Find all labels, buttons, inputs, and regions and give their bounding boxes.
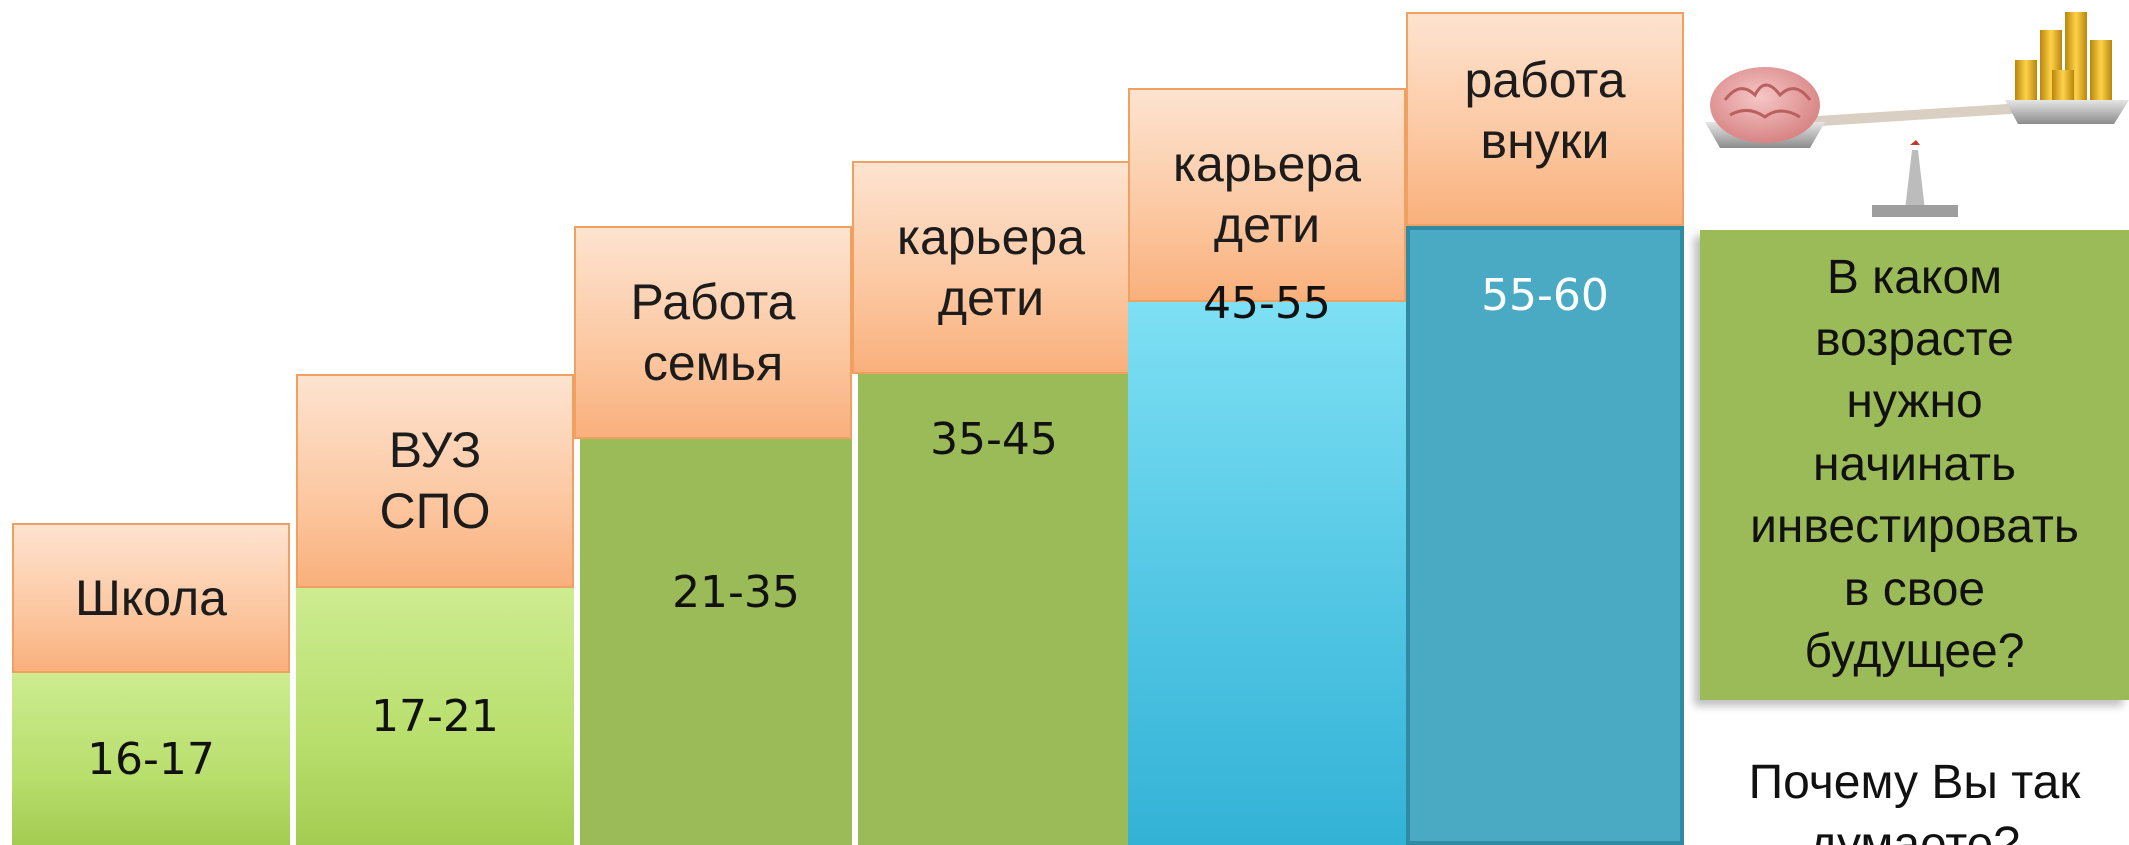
step-age: 45-55 [1128,278,1406,845]
right-plate [2005,100,2129,124]
step-label: карьера дети [1128,88,1406,302]
step-label-text: работа внуки [1464,52,1626,169]
step-age-text: 55-60 [1481,270,1609,321]
step-age-text: 17-21 [371,691,499,742]
step-age: 16-17 [12,673,290,845]
scale-pointer [1910,140,1920,145]
balance-scale-icon [1705,12,2129,217]
step-label-text: Работа семья [630,273,796,391]
step-age-text: 35-45 [930,414,1058,465]
brain-icon [1710,67,1820,143]
step-label: Школа [12,523,290,673]
step-age-text: 21-35 [672,566,800,618]
scale-stand [1905,150,1925,210]
step-age: 55-60 [1406,226,1684,845]
step-label: работа внуки [1406,12,1684,226]
question-box: В каком возрасте нужно начинать инвестир… [1700,230,2129,700]
step-label-text: Школа [75,569,227,626]
followup-text: Почему Вы так думаете? [1748,756,2081,845]
step-age: 21-35 [574,439,852,845]
scale-beam [1755,100,2072,130]
step-age: 35-45 [852,374,1130,845]
coin-stack-icon [2015,12,2112,100]
step-age-text: 45-55 [1203,278,1331,329]
step-label: Работа семья [574,226,852,439]
step-label-text: карьера дети [896,208,1086,326]
step-label: ВУЗ СПО [296,374,574,588]
step-label-text: карьера дети [1172,136,1362,253]
step-label-text: ВУЗ СПО [379,422,491,539]
step-age: 17-21 [296,588,574,845]
question-text: В каком возрасте нужно начинать инвестир… [1750,250,2079,678]
step-age-text: 16-17 [87,733,215,785]
scale-base [1872,205,1958,217]
step-label: карьера дети [852,161,1130,374]
